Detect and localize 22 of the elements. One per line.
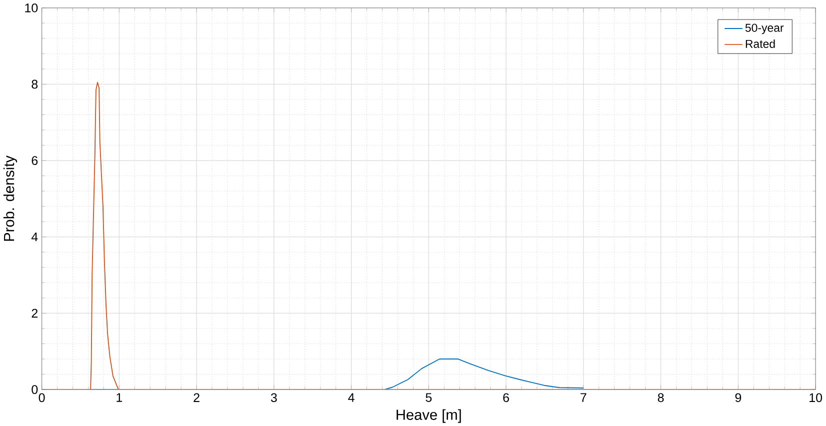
x-tick-label: 8 [658, 393, 664, 402]
line-series [42, 82, 816, 390]
y-tick-label: 4 [31, 232, 38, 242]
x-tick-label: 0 [38, 393, 45, 402]
x-tick-label: 2 [194, 393, 200, 402]
y-tick-label: 8 [32, 80, 38, 88]
x-tick-label: 10 [810, 393, 822, 402]
legend-label: Rated [746, 39, 775, 48]
y-tick-label: 6 [32, 156, 38, 165]
x-tick-label: 7 [580, 393, 586, 402]
x-tick-label: 5 [426, 393, 432, 402]
y-tick-label: 10 [25, 3, 38, 12]
x-tick-label: 9 [735, 393, 742, 402]
x-tick-label: 6 [503, 393, 509, 402]
y-tick-label: 0 [32, 384, 38, 394]
y-axis-title: Prob. density [3, 155, 18, 241]
x-tick-label: 1 [116, 393, 122, 402]
x-tick-label: 4 [348, 393, 354, 402]
x-axis-title: Heave [m] [396, 409, 461, 423]
legend-label: 50-year [745, 24, 784, 34]
y-tick-label: 2 [32, 308, 38, 318]
x-tick-label: 3 [270, 393, 277, 402]
